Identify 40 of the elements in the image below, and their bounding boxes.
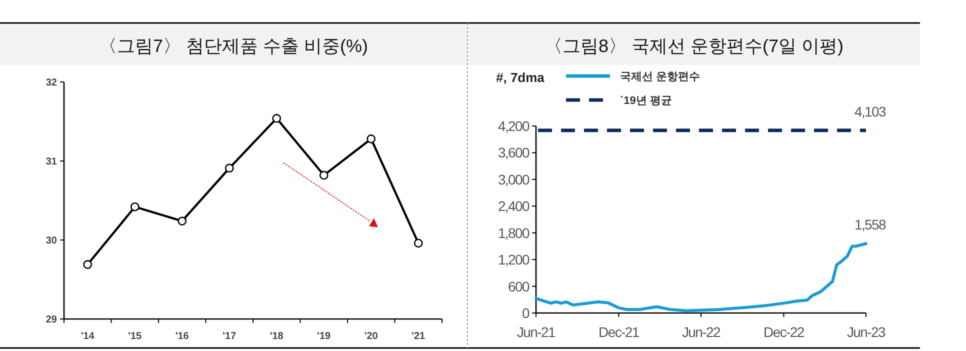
y-tick-label: 3,600 xyxy=(498,144,530,161)
y-tick-label: 0 xyxy=(522,305,530,321)
x-tick-label: Jun-21 xyxy=(516,324,556,340)
y-axis-title: #, 7dma xyxy=(496,70,546,85)
x-tick-label: '16 xyxy=(175,331,190,342)
point xyxy=(272,114,282,123)
point xyxy=(178,216,187,226)
y-tick-label: 2,400 xyxy=(498,198,530,214)
chart-title: 〈그림7〉 첨단제품 수출 비중(%) xyxy=(98,36,368,56)
y-tick-label: 30 xyxy=(46,236,58,246)
x-tick-label: '19 xyxy=(317,331,332,342)
x-tick-label: Dec-22 xyxy=(764,324,805,340)
point xyxy=(414,238,423,248)
point xyxy=(366,134,376,144)
x-tick-label: '21 xyxy=(412,331,426,342)
point xyxy=(130,202,140,212)
point xyxy=(319,170,328,180)
x-tick-label: Jun-22 xyxy=(682,324,722,340)
x-tick-label: '17 xyxy=(222,331,237,342)
y-tick-label: 1,800 xyxy=(498,224,530,241)
y-tick-label: 31 xyxy=(46,156,58,168)
x-tick-label: '20 xyxy=(364,331,378,342)
legend-label: 국제선 운항편수 xyxy=(620,71,700,83)
x-tick-label: Jun-23 xyxy=(846,324,886,340)
x-tick-label: '18 xyxy=(270,331,284,342)
x-tick-label: '14 xyxy=(80,331,95,342)
y-tick-label: 3,000 xyxy=(498,171,530,188)
x-tick-label: '15 xyxy=(128,331,142,342)
x-tick-label: Dec-21 xyxy=(598,324,640,340)
chart-title: 〈그림8〉 국제선 운항편수(7일 이평) xyxy=(544,36,844,56)
point xyxy=(224,164,234,173)
annotation: 1,558 xyxy=(854,216,887,233)
point xyxy=(83,260,92,269)
y-tick-label: 32 xyxy=(46,78,58,88)
y-tick-label: 600 xyxy=(508,278,530,294)
y-tick-label: 4,200 xyxy=(498,118,530,134)
y-tick-label: 1,200 xyxy=(498,252,530,268)
legend-label: `19년 평균 xyxy=(620,95,672,107)
annotation: 4,103 xyxy=(854,103,887,120)
y-tick-label: 29 xyxy=(46,314,58,326)
